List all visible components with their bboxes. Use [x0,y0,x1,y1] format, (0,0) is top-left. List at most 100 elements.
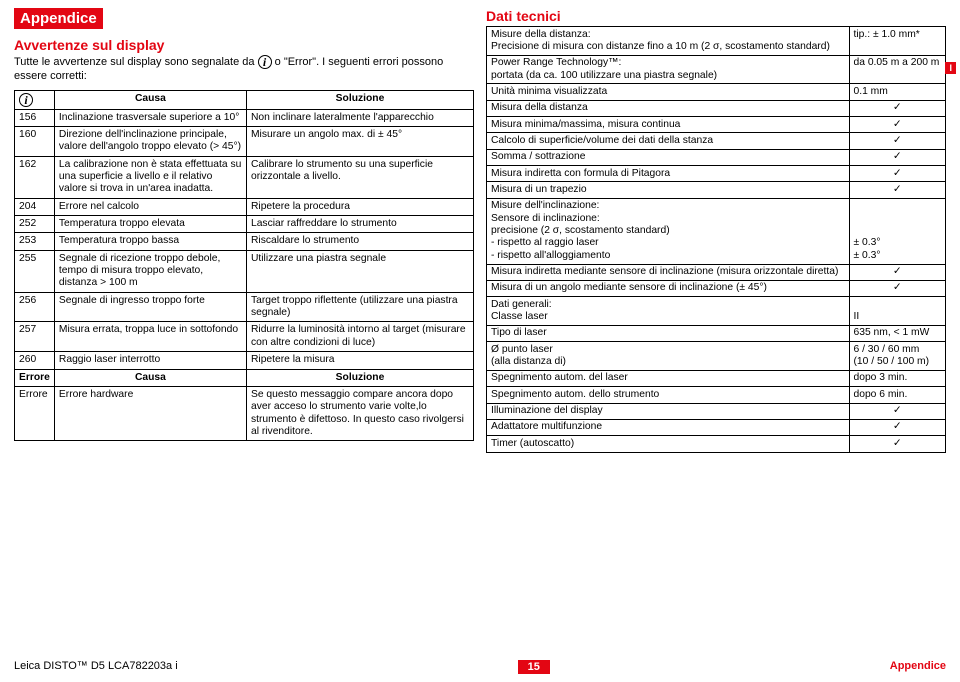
spec-row: Power Range Technology™:portata (da ca. … [487,55,946,84]
spec-label: Misura di un trapezio [487,182,850,198]
solution-cell: Calibrare lo strumento su una superficie… [246,156,473,198]
table-row: 156Inclinazione trasversale superiore a … [15,109,474,126]
section-marker: I [945,62,956,74]
spec-row: Misura indiretta mediante sensore di inc… [487,264,946,280]
table-row: 162La calibrazione non è stata effettuat… [15,156,474,198]
error-row: Errore Errore hardware Se questo messagg… [15,386,474,440]
spec-value: ✓ [849,280,946,296]
err-hdr-sol: Soluzione [246,369,473,386]
spec-label: Spegnimento autom. del laser [487,370,850,386]
table-row: 260Raggio laser interrottoRipetere la mi… [15,352,474,369]
error-table: i Causa Soluzione 156Inclinazione trasve… [14,90,474,442]
footer-section: Appendice [890,660,946,674]
sub-heading: Avvertenze sul display [14,37,474,53]
section-header: Appendice [14,8,103,29]
solution-cell: Non inclinare lateralmente l'apparecchio [246,109,473,126]
code-cell: 204 [15,198,55,215]
spec-value: ✓ [849,264,946,280]
err-hdr-code: Errore [15,369,55,386]
cause-cell: La calibrazione non è stata effettuata s… [54,156,246,198]
spec-label: Misura di un angolo mediante sensore di … [487,280,850,296]
spec-row: Misura minima/massima, misura continua✓ [487,117,946,133]
spec-label: Misura indiretta mediante sensore di inc… [487,264,850,280]
spec-label: Ø punto laser(alla distanza di) [487,342,850,371]
spec-value: II [849,297,946,326]
spec-row: Dati generali:Classe laserII [487,297,946,326]
spec-label: Power Range Technology™:portata (da ca. … [487,55,850,84]
solution-cell: Ripetere la misura [246,352,473,369]
cause-cell: Inclinazione trasversale superiore a 10° [54,109,246,126]
spec-value: 6 / 30 / 60 mm(10 / 50 / 100 m) [849,342,946,371]
code-cell: 162 [15,156,55,198]
spec-label: Timer (autoscatto) [487,436,850,452]
spec-table: Misure della distanza:Precisione di misu… [486,26,946,453]
th-icon: i [15,90,55,109]
spec-value: ✓ [849,149,946,165]
cause-cell: Segnale di ingresso troppo forte [54,292,246,322]
err-code: Errore [15,386,55,440]
spec-row: Illuminazione del display✓ [487,403,946,419]
code-cell: 160 [15,127,55,157]
code-cell: 257 [15,322,55,352]
spec-label: Misura minima/massima, misura continua [487,117,850,133]
code-cell: 260 [15,352,55,369]
spec-value: ✓ [849,436,946,452]
table-row: 204Errore nel calcoloRipetere la procedu… [15,198,474,215]
spec-value: ✓ [849,419,946,435]
right-column: Dati tecnici Misure della distanza:Preci… [486,8,946,453]
page-number: 15 [518,660,550,674]
spec-label: Misure della distanza:Precisione di misu… [487,27,850,56]
left-column: Appendice Avvertenze sul display Tutte l… [14,8,474,453]
solution-cell: Target troppo riflettente (utilizzare un… [246,292,473,322]
cause-cell: Segnale di ricezione troppo debole, temp… [54,250,246,292]
solution-cell: Lasciar raffreddare lo strumento [246,216,473,233]
spec-value: 0.1 mm [849,84,946,100]
spec-row: Spegnimento autom. dello strumentodopo 6… [487,387,946,403]
cause-cell: Direzione dell'inclinazione principale, … [54,127,246,157]
cause-cell: Misura errata, troppa luce in sottofondo [54,322,246,352]
table-row: 255Segnale di ricezione troppo debole, t… [15,250,474,292]
table-row: 252Temperatura troppo elevataLasciar raf… [15,216,474,233]
err-hdr-cause: Causa [54,369,246,386]
spec-row: Ø punto laser(alla distanza di)6 / 30 / … [487,342,946,371]
spec-value: ✓ [849,100,946,116]
spec-label: Misure dell'inclinazione:Sensore di incl… [487,198,850,264]
err-cause: Errore hardware [54,386,246,440]
spec-value: ± 0.3°± 0.3° [849,198,946,264]
spec-row: Timer (autoscatto)✓ [487,436,946,452]
code-cell: 255 [15,250,55,292]
spec-row: Misure dell'inclinazione:Sensore di incl… [487,198,946,264]
solution-cell: Misurare un angolo max. di ± 45° [246,127,473,157]
spec-label: Tipo di laser [487,325,850,341]
spec-row: Misura di un angolo mediante sensore di … [487,280,946,296]
code-cell: 156 [15,109,55,126]
spec-value: tip.: ± 1.0 mm* [849,27,946,56]
spec-row: Somma / sottrazione✓ [487,149,946,165]
cause-cell: Temperatura troppo bassa [54,233,246,250]
table-row: 253Temperatura troppo bassaRiscaldare lo… [15,233,474,250]
spec-value: 635 nm, < 1 mW [849,325,946,341]
spec-value: dopo 3 min. [849,370,946,386]
spec-row: Calcolo di superficie/volume dei dati de… [487,133,946,149]
solution-cell: Riscaldare lo strumento [246,233,473,250]
code-cell: 253 [15,233,55,250]
intro-text: Tutte le avvertenze sul display sono seg… [14,55,474,84]
info-icon: i [258,55,272,69]
spec-label: Calcolo di superficie/volume dei dati de… [487,133,850,149]
spec-label: Adattatore multifunzione [487,419,850,435]
table-row: 257Misura errata, troppa luce in sottofo… [15,322,474,352]
spec-row: Adattatore multifunzione✓ [487,419,946,435]
spec-label: Dati generali:Classe laser [487,297,850,326]
cause-cell: Errore nel calcolo [54,198,246,215]
spec-label: Misura indiretta con formula di Pitagora [487,166,850,182]
table-row: 256Segnale di ingresso troppo forteTarge… [15,292,474,322]
spec-row: Misura della distanza✓ [487,100,946,116]
spec-value: ✓ [849,133,946,149]
spec-row: Misure della distanza:Precisione di misu… [487,27,946,56]
spec-label: Spegnimento autom. dello strumento [487,387,850,403]
spec-label: Misura della distanza [487,100,850,116]
intro-part1: Tutte le avvertenze sul display sono seg… [14,56,258,68]
spec-row: Tipo di laser635 nm, < 1 mW [487,325,946,341]
spec-label: Illuminazione del display [487,403,850,419]
info-icon: i [19,93,33,107]
